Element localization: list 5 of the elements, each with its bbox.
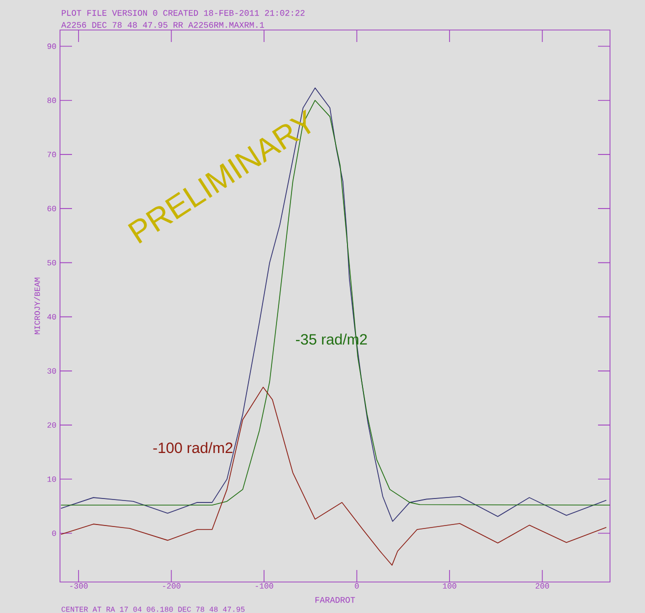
chart-subtitle: A2256 DEC 78 48 47.95 RR A2256RM.MAXRM.1	[61, 22, 264, 28]
chart-title: PLOT FILE VERSION 0 CREATED 18-FEB-2011 21:02:22	[62, 10, 304, 16]
series-label: -100 rad/m2	[153, 442, 232, 454]
line-series	[60, 386, 607, 566]
x-axis-title: FARADROT	[315, 597, 356, 603]
